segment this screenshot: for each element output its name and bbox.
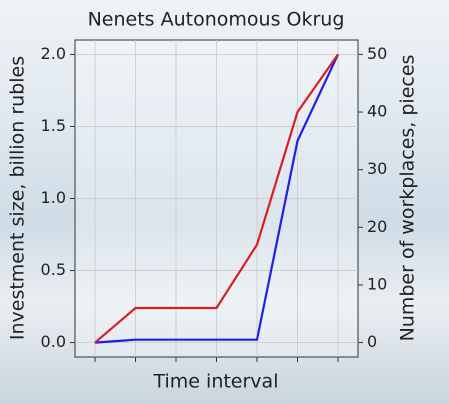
y-axis-label: Investment size, billion rubles <box>7 56 29 340</box>
chart: Nenets Autonomous Okrug Time interval In… <box>0 0 449 404</box>
y2-tick-label: 50 <box>367 44 387 63</box>
y2-axis-label: Number of workplaces, pieces <box>397 55 419 342</box>
screenshot: Nenets Autonomous Okrug Time interval In… <box>0 0 449 404</box>
y2-tick-label: 30 <box>367 159 387 178</box>
y-tick-label: 2.0 <box>41 44 66 63</box>
y-tick-label: 1.5 <box>41 116 66 135</box>
y2-tick-label: 40 <box>367 102 387 121</box>
y2-tick-label: 20 <box>367 217 387 236</box>
y-tick-label: 0.0 <box>41 332 66 351</box>
y-tick-label: 0.5 <box>41 260 66 279</box>
y2-tick-label: 0 <box>367 332 377 351</box>
x-axis-label: Time interval <box>153 371 279 393</box>
y2-tick-label: 10 <box>367 274 387 293</box>
y-tick-label: 1.0 <box>41 188 66 207</box>
chart-title: Nenets Autonomous Okrug <box>88 9 345 31</box>
